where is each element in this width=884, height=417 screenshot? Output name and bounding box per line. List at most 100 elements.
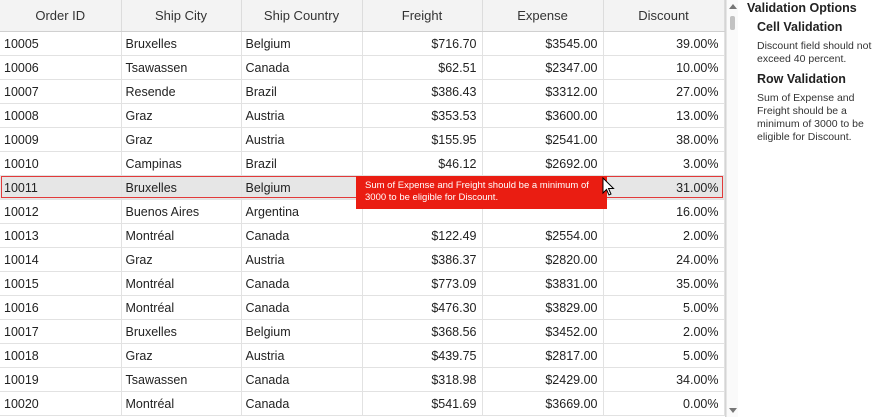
cell-ship-country[interactable]: Canada: [241, 295, 363, 320]
cell-ship-country[interactable]: Belgium: [241, 319, 363, 344]
cell-ship-city[interactable]: Graz: [121, 247, 242, 272]
cell-discount[interactable]: 5.00%: [603, 295, 725, 320]
cell-expense[interactable]: $2820.00: [482, 247, 604, 272]
cell-discount[interactable]: 27.00%: [603, 79, 725, 104]
cell-discount[interactable]: 13.00%: [603, 103, 725, 128]
cell-expense[interactable]: $3669.00: [482, 391, 604, 416]
cell-freight[interactable]: $773.09: [362, 271, 483, 296]
cell-ship-city[interactable]: Campinas: [121, 151, 242, 176]
table-row[interactable]: 10008 Graz Austria $353.53 $3600.00 13.00%: [0, 103, 725, 128]
cell-freight[interactable]: $541.69: [362, 391, 483, 416]
cell-discount[interactable]: 2.00%: [603, 223, 725, 248]
cell-discount[interactable]: 38.00%: [603, 127, 725, 152]
cell-order-id[interactable]: 10015: [0, 271, 122, 296]
cell-expense[interactable]: $3452.00: [482, 319, 604, 344]
cell-order-id[interactable]: 10017: [0, 319, 122, 344]
cell-ship-city[interactable]: Resende: [121, 79, 242, 104]
cell-expense[interactable]: $2541.00: [482, 127, 604, 152]
cell-order-id[interactable]: 10009: [0, 127, 122, 152]
cell-ship-city[interactable]: Tsawassen: [121, 55, 242, 80]
cell-ship-city[interactable]: Graz: [121, 103, 242, 128]
scroll-down-arrow-icon[interactable]: [729, 408, 737, 413]
cell-ship-country[interactable]: Canada: [241, 391, 363, 416]
column-header-discount[interactable]: Discount: [603, 0, 725, 32]
cell-ship-city[interactable]: Montréal: [121, 295, 242, 320]
cell-freight[interactable]: $318.98: [362, 367, 483, 392]
cell-freight[interactable]: $716.70: [362, 31, 483, 56]
cell-ship-country[interactable]: Canada: [241, 271, 363, 296]
cell-ship-city[interactable]: Graz: [121, 343, 242, 368]
table-row[interactable]: 10017 Bruxelles Belgium $368.56 $3452.00 2.00…: [0, 319, 725, 344]
cell-ship-city[interactable]: Montréal: [121, 271, 242, 296]
cell-discount[interactable]: 2.00%: [603, 319, 725, 344]
column-header-order-id[interactable]: Order ID: [0, 0, 122, 32]
column-header-ship-country[interactable]: Ship Country: [241, 0, 363, 32]
cell-order-id[interactable]: 10020: [0, 391, 122, 416]
cell-expense[interactable]: $2554.00: [482, 223, 604, 248]
cell-ship-country[interactable]: Austria: [241, 127, 363, 152]
cell-order-id[interactable]: 10018: [0, 343, 122, 368]
cell-discount[interactable]: 39.00%: [603, 31, 725, 56]
scroll-up-arrow-icon[interactable]: [729, 4, 737, 9]
cell-ship-country[interactable]: Canada: [241, 367, 363, 392]
cell-ship-city[interactable]: Graz: [121, 127, 242, 152]
column-header-freight[interactable]: Freight: [362, 0, 483, 32]
cell-ship-country[interactable]: Brazil: [241, 151, 363, 176]
vertical-scrollbar[interactable]: [726, 0, 738, 417]
cell-ship-city[interactable]: Buenos Aires: [121, 199, 242, 224]
table-row[interactable]: 10020 Montréal Canada $541.69 $3669.00 0.00%: [0, 391, 725, 416]
cell-freight[interactable]: $386.43: [362, 79, 483, 104]
cell-expense[interactable]: $3545.00: [482, 31, 604, 56]
cell-order-id[interactable]: 10011: [0, 175, 122, 200]
cell-expense[interactable]: $3831.00: [482, 271, 604, 296]
cell-ship-city[interactable]: Montréal: [121, 391, 242, 416]
cell-freight[interactable]: $476.30: [362, 295, 483, 320]
table-row[interactable]: 10005 Bruxelles Belgium $716.70 $3545.00 39.0…: [0, 31, 725, 56]
table-row[interactable]: 10018 Graz Austria $439.75 $2817.00 5.00%: [0, 343, 725, 368]
cell-discount[interactable]: 10.00%: [603, 55, 725, 80]
cell-order-id[interactable]: 10006: [0, 55, 122, 80]
cell-expense[interactable]: $2347.00: [482, 55, 604, 80]
cell-order-id[interactable]: 10007: [0, 79, 122, 104]
column-header-expense[interactable]: Expense: [482, 0, 604, 32]
table-row[interactable]: 10015 Montréal Canada $773.09 $3831.00 35.00%: [0, 271, 725, 296]
cell-order-id[interactable]: 10005: [0, 31, 122, 56]
cell-expense[interactable]: $3312.00: [482, 79, 604, 104]
cell-expense[interactable]: $3829.00: [482, 295, 604, 320]
cell-order-id[interactable]: 10019: [0, 367, 122, 392]
cell-expense[interactable]: $2692.00: [482, 151, 604, 176]
cell-ship-city[interactable]: Tsawassen: [121, 367, 242, 392]
cell-order-id[interactable]: 10008: [0, 103, 122, 128]
table-row[interactable]: 10016 Montréal Canada $476.30 $3829.00 5.00%: [0, 295, 725, 320]
table-row[interactable]: 10007 Resende Brazil $386.43 $3312.00 27.00%: [0, 79, 725, 104]
cell-ship-country[interactable]: Austria: [241, 247, 363, 272]
cell-ship-country[interactable]: Belgium: [241, 175, 363, 200]
table-row[interactable]: 10006 Tsawassen Canada $62.51 $2347.00 10.00%: [0, 55, 725, 80]
cell-freight[interactable]: $368.56: [362, 319, 483, 344]
cell-ship-city[interactable]: Bruxelles: [121, 319, 242, 344]
table-row[interactable]: 10009 Graz Austria $155.95 $2541.00 38.00%: [0, 127, 725, 152]
cell-ship-country[interactable]: Belgium: [241, 31, 363, 56]
cell-discount[interactable]: 16.00%: [603, 199, 725, 224]
scroll-thumb[interactable]: [730, 16, 735, 30]
cell-order-id[interactable]: 10010: [0, 151, 122, 176]
cell-order-id[interactable]: 10014: [0, 247, 122, 272]
cell-discount[interactable]: 24.00%: [603, 247, 725, 272]
table-row[interactable]: 10010 Campinas Brazil $46.12 $2692.00 3.00%: [0, 151, 725, 176]
cell-order-id[interactable]: 10016: [0, 295, 122, 320]
cell-discount[interactable]: 34.00%: [603, 367, 725, 392]
cell-ship-country[interactable]: Canada: [241, 223, 363, 248]
cell-freight[interactable]: $386.37: [362, 247, 483, 272]
cell-freight[interactable]: $155.95: [362, 127, 483, 152]
cell-expense[interactable]: $2817.00: [482, 343, 604, 368]
column-header-ship-city[interactable]: Ship City: [121, 0, 242, 32]
cell-expense[interactable]: $3600.00: [482, 103, 604, 128]
cell-freight[interactable]: $122.49: [362, 223, 483, 248]
cell-ship-country[interactable]: Brazil: [241, 79, 363, 104]
table-row[interactable]: 10013 Montréal Canada $122.49 $2554.00 2.00%: [0, 223, 725, 248]
cell-discount[interactable]: 0.00%: [603, 391, 725, 416]
cell-order-id[interactable]: 10012: [0, 199, 122, 224]
cell-order-id[interactable]: 10013: [0, 223, 122, 248]
cell-discount[interactable]: 31.00%: [603, 175, 725, 200]
cell-ship-country[interactable]: Argentina: [241, 199, 363, 224]
